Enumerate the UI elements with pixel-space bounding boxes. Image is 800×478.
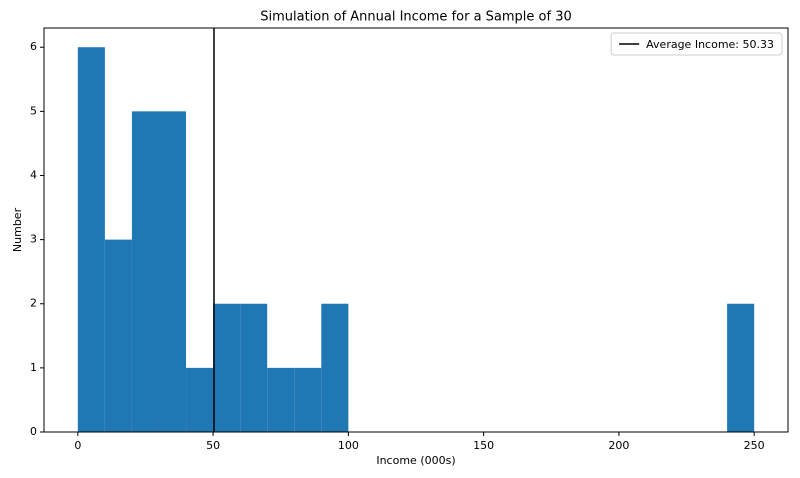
y-tick-label: 3 — [30, 233, 37, 246]
x-tick-label: 200 — [608, 439, 629, 452]
x-tick-label: 0 — [74, 439, 81, 452]
bar — [267, 367, 295, 432]
y-tick-label: 4 — [30, 168, 37, 181]
bar — [294, 367, 322, 432]
bar — [321, 303, 349, 432]
legend-box — [610, 32, 783, 56]
axes-frame — [43, 27, 789, 433]
y-tick-label: 5 — [30, 104, 37, 117]
chart-title: Simulation of Annual Income for a Sample… — [260, 10, 572, 25]
y-axis-label: Number — [11, 207, 24, 252]
x-axis-label: Income (000s) — [376, 454, 455, 467]
x-tick-label: 50 — [206, 439, 220, 452]
bar — [186, 367, 214, 432]
y-tick-label: 6 — [30, 40, 37, 53]
bar — [158, 111, 187, 432]
y-tick-label: 1 — [30, 361, 37, 374]
bar — [240, 303, 268, 432]
legend-label: Average Income: 50.33 — [646, 38, 774, 51]
x-tick-label: 100 — [338, 439, 359, 452]
bar — [727, 303, 755, 432]
bar — [213, 303, 241, 432]
bar — [104, 239, 132, 432]
legend: Average Income: 50.33 — [610, 32, 783, 56]
bar — [131, 111, 159, 432]
y-tick-label: 0 — [30, 425, 37, 438]
bar — [77, 47, 105, 432]
x-tick-label: 150 — [473, 439, 494, 452]
x-tick-label: 250 — [744, 439, 765, 452]
y-tick-label: 2 — [30, 297, 37, 310]
